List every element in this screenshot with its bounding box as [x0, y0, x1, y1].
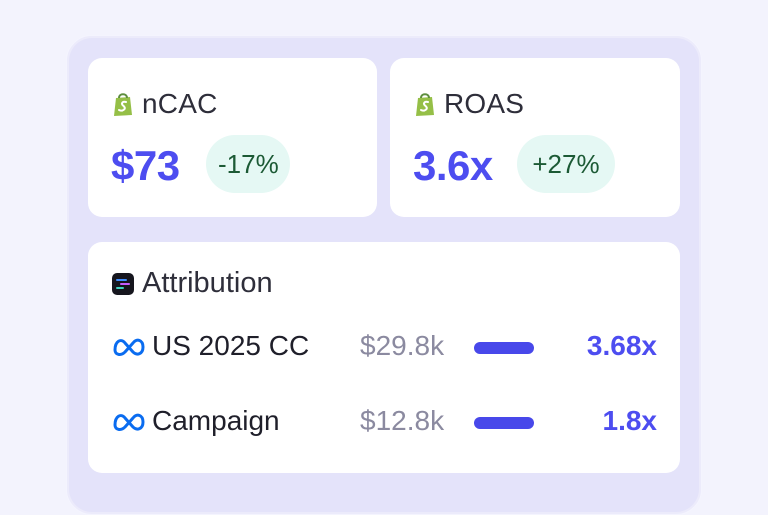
- roas-header: ROAS: [414, 88, 524, 120]
- campaign-roas: 3.68x: [586, 330, 657, 361]
- ncac-card: nCAC $73 -17%: [88, 58, 377, 217]
- campaign-spend: $12.8k: [360, 405, 445, 436]
- shopify-icon: [416, 93, 434, 116]
- meta-icon: [113, 338, 145, 356]
- roas-bar-fill: [474, 417, 534, 429]
- attribution-row[interactable]: Campaign $12.8k 1.8x: [112, 401, 657, 441]
- attribution-title: Attribution: [142, 267, 273, 299]
- campaign-name: US 2025 CC: [152, 330, 310, 361]
- campaign-name: Campaign: [152, 405, 280, 436]
- attribution-logo-icon: [112, 272, 134, 295]
- roas-label: ROAS: [444, 88, 525, 119]
- roas-bar: [474, 417, 534, 429]
- ncac-change-badge: -17%: [206, 135, 290, 193]
- roas-card: ROAS 3.6x +27%: [390, 58, 680, 217]
- shopify-icon: [114, 93, 132, 116]
- ncac-header: nCAC: [112, 88, 218, 120]
- attribution-card: Attribution US 2025 CC $29.8k 3.68x Camp…: [88, 242, 680, 473]
- attribution-header: Attribution: [112, 267, 273, 300]
- roas-change-badge: +27%: [517, 135, 615, 193]
- ncac-value: $73: [111, 142, 180, 189]
- ncac-label: nCAC: [142, 88, 218, 119]
- campaign-spend: $29.8k: [360, 330, 445, 361]
- meta-icon: [113, 413, 145, 431]
- roas-bar-fill: [474, 342, 534, 354]
- roas-bar: [474, 342, 534, 354]
- attribution-row[interactable]: US 2025 CC $29.8k 3.68x: [112, 326, 657, 366]
- roas-value: 3.6x: [413, 142, 493, 189]
- campaign-roas: 1.8x: [602, 405, 658, 436]
